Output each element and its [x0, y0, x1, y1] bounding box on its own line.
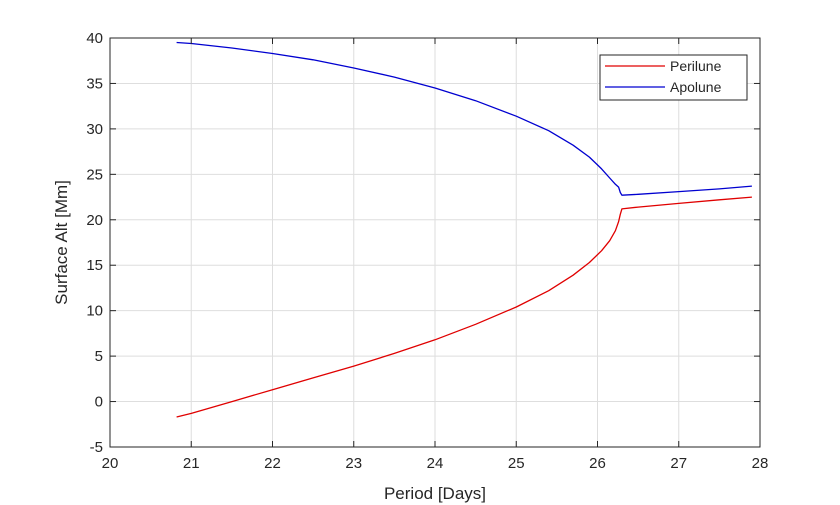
- y-tick-label: 20: [86, 212, 103, 229]
- y-tick-label: 40: [86, 30, 103, 47]
- x-tick-label: 28: [752, 455, 769, 472]
- series-line-perilune: [176, 196, 752, 418]
- x-tick-label: 25: [508, 455, 525, 472]
- ticks: 20 21 22 23 24 25 26 27 28 -5 0 5 10 15 20 25 30 35 40: [86, 30, 768, 472]
- y-tick-label: 25: [86, 166, 103, 183]
- legend-label-apolune: Apolune: [670, 79, 722, 95]
- series-line-apolune: [176, 41, 752, 196]
- x-tick-label: 24: [427, 455, 444, 472]
- x-tick-label: 21: [183, 455, 200, 472]
- legend-label-perilune: Perilune: [670, 58, 722, 74]
- legend: Perilune Apolune: [599, 54, 748, 101]
- x-axis-label: Period [Days]: [384, 484, 486, 503]
- y-tick-label: 10: [86, 303, 103, 320]
- x-tick-label: 23: [345, 455, 362, 472]
- x-tick-label: 22: [264, 455, 281, 472]
- y-tick-label: 5: [95, 348, 103, 365]
- series-layer: [176, 41, 752, 418]
- y-axis-label: Surface Alt [Mm]: [52, 180, 71, 305]
- y-tick-label: 30: [86, 121, 103, 138]
- legend-box: [599, 54, 748, 101]
- y-tick-label: 0: [95, 394, 103, 411]
- y-tick-label: 15: [86, 257, 103, 274]
- y-tick-label: 35: [86, 75, 103, 92]
- x-tick-label: 20: [102, 455, 119, 472]
- y-tick-label: -5: [90, 439, 103, 456]
- x-tick-label: 26: [589, 455, 606, 472]
- x-tick-label: 27: [670, 455, 687, 472]
